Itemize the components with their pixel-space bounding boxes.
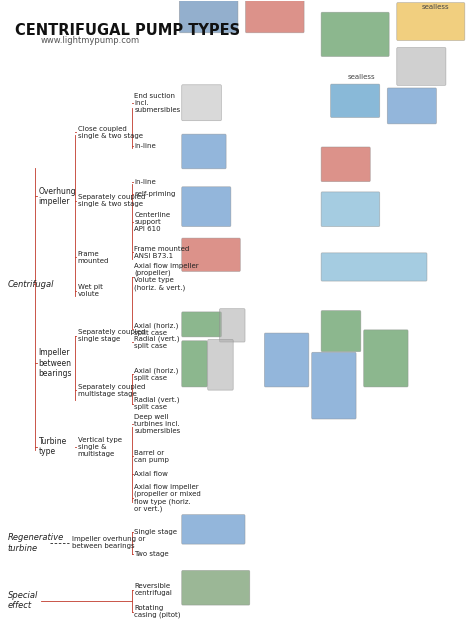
Text: Vertical type
single &
multistage: Vertical type single & multistage: [78, 437, 122, 457]
FancyBboxPatch shape: [219, 309, 245, 342]
Text: in-line: in-line: [135, 179, 156, 185]
Text: Axial flow: Axial flow: [135, 471, 168, 476]
FancyBboxPatch shape: [321, 12, 389, 57]
FancyBboxPatch shape: [182, 238, 240, 271]
Text: Separately coupled
single stage: Separately coupled single stage: [78, 329, 145, 342]
Text: Single stage: Single stage: [135, 529, 177, 535]
Text: Radial (vert.)
split case: Radial (vert.) split case: [135, 335, 180, 349]
FancyBboxPatch shape: [397, 48, 446, 86]
Text: Separately coupled
multistage stage: Separately coupled multistage stage: [78, 384, 145, 397]
Text: Impeller overhung or
between bearings: Impeller overhung or between bearings: [72, 536, 145, 549]
Text: Centrifugal: Centrifugal: [8, 280, 55, 289]
FancyBboxPatch shape: [246, 0, 304, 33]
Text: Centerline
support
API 610: Centerline support API 610: [135, 212, 171, 232]
Text: in-line: in-line: [135, 143, 156, 149]
FancyBboxPatch shape: [182, 186, 231, 226]
FancyBboxPatch shape: [397, 3, 465, 41]
Text: Deep well
turbines incl.
submersibles: Deep well turbines incl. submersibles: [135, 414, 181, 434]
Text: CENTRIFUGAL PUMP TYPES: CENTRIFUGAL PUMP TYPES: [15, 23, 240, 38]
Text: Wet pit
volute: Wet pit volute: [78, 284, 102, 297]
FancyBboxPatch shape: [182, 514, 245, 544]
FancyBboxPatch shape: [182, 570, 250, 605]
FancyBboxPatch shape: [321, 253, 427, 281]
FancyBboxPatch shape: [321, 147, 370, 181]
FancyBboxPatch shape: [208, 340, 233, 390]
FancyBboxPatch shape: [179, 0, 238, 33]
Text: Regenerative
turbine: Regenerative turbine: [8, 533, 64, 552]
FancyBboxPatch shape: [364, 330, 408, 387]
Text: Impeller
between
bearings: Impeller between bearings: [38, 349, 72, 378]
Text: Axial flow impeller
(propeller or mixed
flow type (horiz.
or vert.): Axial flow impeller (propeller or mixed …: [135, 484, 201, 512]
FancyBboxPatch shape: [264, 333, 309, 387]
Text: Axial (horiz.)
split case: Axial (horiz.) split case: [135, 367, 179, 381]
FancyBboxPatch shape: [321, 311, 361, 352]
Text: Separately coupled
single & two stage: Separately coupled single & two stage: [78, 194, 145, 208]
Text: End suction
incl.
submersibles: End suction incl. submersibles: [135, 93, 181, 113]
FancyBboxPatch shape: [182, 134, 226, 169]
Text: Barrel or
can pump: Barrel or can pump: [135, 449, 169, 463]
Text: self-priming: self-priming: [135, 192, 176, 197]
FancyBboxPatch shape: [321, 192, 380, 226]
Text: Close coupled
single & two stage: Close coupled single & two stage: [78, 126, 143, 139]
FancyBboxPatch shape: [182, 312, 221, 337]
Text: Radial (vert.)
split case: Radial (vert.) split case: [135, 397, 180, 410]
Text: Rotating
casing (pitot): Rotating casing (pitot): [135, 605, 181, 619]
FancyBboxPatch shape: [312, 352, 356, 419]
Text: www.lightmypump.com: www.lightmypump.com: [41, 36, 140, 45]
FancyBboxPatch shape: [330, 84, 380, 118]
Text: Axial flow impeller
(propeller)
Volute type
(horiz. & vert.): Axial flow impeller (propeller) Volute t…: [135, 262, 199, 291]
Text: Turbine
type: Turbine type: [38, 437, 67, 457]
Text: Two stage: Two stage: [135, 552, 169, 557]
Text: sealless: sealless: [421, 4, 449, 10]
Text: Axial (horiz.)
split case: Axial (horiz.) split case: [135, 322, 179, 336]
Text: Special
effect: Special effect: [8, 591, 38, 610]
Text: Reversible
centrifugal: Reversible centrifugal: [135, 583, 173, 596]
Text: Frame
mounted: Frame mounted: [78, 251, 109, 264]
Text: sealless: sealless: [348, 75, 376, 80]
FancyBboxPatch shape: [387, 88, 437, 124]
Text: Frame mounted
ANSI B73.1: Frame mounted ANSI B73.1: [135, 246, 190, 258]
FancyBboxPatch shape: [182, 85, 221, 121]
FancyBboxPatch shape: [182, 341, 207, 387]
Text: Overhung
impeller: Overhung impeller: [38, 186, 76, 206]
